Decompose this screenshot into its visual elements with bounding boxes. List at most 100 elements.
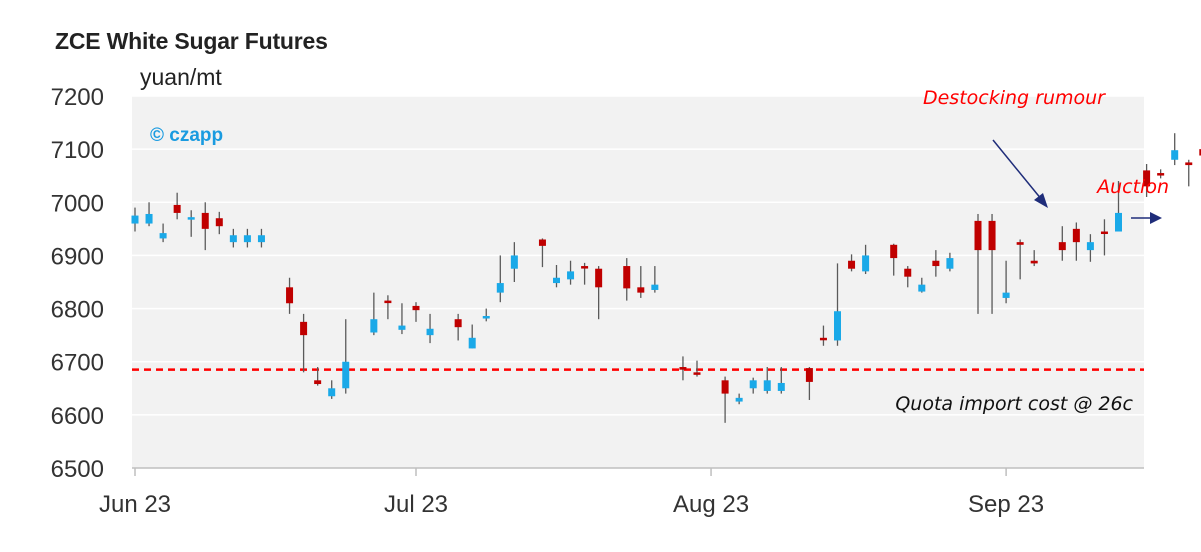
candle-body	[342, 361, 350, 389]
candle-down	[1157, 169, 1165, 179]
candle-down	[581, 262, 589, 285]
candle-body	[215, 218, 223, 227]
candle-body	[1016, 242, 1024, 245]
candle-up	[187, 210, 195, 237]
candle-body	[426, 328, 434, 336]
candle-down	[974, 213, 982, 314]
y-tick-label: 7000	[51, 190, 104, 217]
candle-body	[819, 337, 827, 341]
candle-body	[328, 388, 336, 397]
candle-down	[890, 243, 898, 276]
candle-body	[805, 368, 813, 382]
candle-body	[370, 319, 378, 333]
x-tick-label: Sep 23	[968, 491, 1044, 518]
candle-body	[679, 367, 687, 370]
candle-body	[159, 233, 167, 239]
y-tick-label: 6800	[51, 297, 104, 324]
candle-up	[735, 393, 743, 405]
candle-body	[229, 235, 237, 243]
candle-down	[721, 376, 729, 423]
candle-body	[187, 217, 195, 220]
candle-up	[482, 308, 490, 322]
candle-up	[398, 303, 406, 335]
candle-body	[538, 239, 546, 246]
candle-up	[342, 319, 350, 394]
candle-down	[538, 238, 546, 268]
candle-down	[1058, 226, 1066, 261]
candle-body	[510, 255, 518, 269]
candle-body	[988, 220, 996, 251]
y-tick-label: 7100	[51, 137, 104, 164]
candle-down	[904, 266, 912, 288]
candle-body	[314, 380, 322, 385]
candle-up	[496, 255, 504, 303]
candle-body	[721, 380, 729, 394]
candle-body	[932, 260, 940, 267]
candle-body	[243, 235, 251, 243]
candle-up	[1086, 234, 1094, 262]
y-tick-label: 6500	[51, 456, 104, 483]
candle-up	[243, 228, 251, 248]
chart-title: ZCE White Sugar Futures	[55, 28, 328, 54]
candle-up	[834, 263, 841, 346]
candle-down	[637, 266, 645, 298]
candle-body	[567, 271, 575, 280]
candle-up	[468, 324, 476, 349]
candle-down	[679, 356, 687, 381]
candle-body	[257, 235, 265, 243]
candle-body	[777, 382, 785, 391]
candle-body	[384, 300, 392, 304]
candle-up	[229, 228, 237, 248]
candle-body	[398, 325, 406, 330]
candle-body	[1100, 231, 1108, 235]
candle-body	[412, 305, 420, 311]
candle-body	[131, 215, 139, 224]
candle-body	[1030, 260, 1038, 264]
candle-down	[595, 266, 603, 320]
candle-body	[946, 258, 954, 269]
watermark: © czapp	[150, 125, 223, 146]
candle-up	[777, 367, 785, 394]
candle-body	[735, 397, 743, 402]
candle-body	[1157, 173, 1165, 176]
candle-body	[482, 316, 490, 319]
candle-down	[848, 254, 856, 272]
x-tick-label: Jun 23	[99, 491, 171, 518]
candle-body	[1185, 162, 1193, 166]
candle-down	[988, 213, 996, 314]
y-tick-label: 7200	[51, 84, 104, 111]
candle-body	[1143, 170, 1151, 187]
candle-body	[862, 255, 870, 272]
candle-up	[763, 367, 771, 394]
candle-up	[651, 266, 659, 293]
candle-body	[651, 284, 659, 290]
candles	[131, 133, 1201, 423]
grid-lines	[132, 95, 1144, 416]
candle-body	[468, 337, 476, 349]
auction-arrow-head	[1150, 212, 1162, 224]
candle-up	[131, 207, 139, 232]
candle-up	[328, 380, 336, 399]
candle-down	[1199, 149, 1201, 156]
candle-up	[159, 223, 167, 243]
candle-body	[201, 212, 209, 229]
candle-body	[918, 284, 926, 292]
candle-body	[454, 319, 462, 328]
x-tick-label: Jul 23	[384, 491, 448, 518]
candle-down	[173, 192, 181, 220]
candle-up	[510, 242, 518, 282]
candle-up	[1171, 133, 1179, 166]
candle-up	[1115, 181, 1122, 232]
candle-down	[623, 258, 631, 301]
candle-up	[553, 264, 560, 288]
candle-body	[1086, 242, 1094, 251]
candle-body	[848, 260, 856, 269]
candle-body	[749, 380, 757, 389]
candle-down	[805, 367, 813, 400]
y-tick-label: 6600	[51, 403, 104, 430]
candle-body	[890, 244, 898, 259]
y-tick-label: 6700	[51, 350, 104, 377]
candle-up	[257, 228, 265, 248]
candle-up	[145, 202, 153, 227]
